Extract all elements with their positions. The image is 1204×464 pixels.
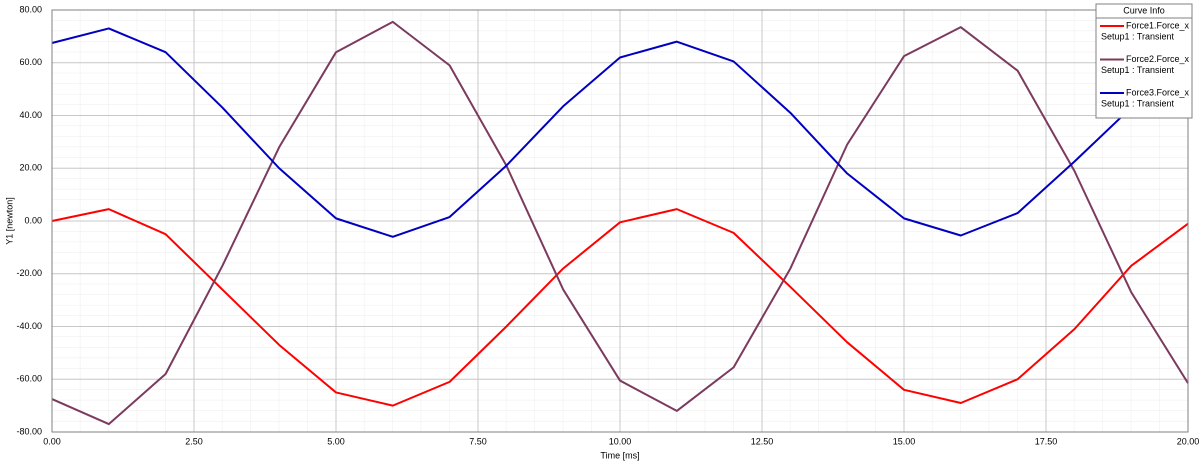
legend-label: Force2.Force_x	[1126, 54, 1190, 64]
legend-box	[1095, 3, 1193, 119]
x-axis-title: Time [ms]	[600, 450, 639, 460]
y-tick-label: 20.00	[19, 163, 42, 173]
plot-border	[51, 9, 1189, 433]
x-tick-label: 2.50	[185, 436, 203, 446]
x-tick-label: 17.50	[1035, 436, 1058, 446]
lines	[51, 20, 1189, 426]
legend-sublabel: Setup1 : Transient	[1101, 65, 1175, 75]
y-axis-title: Y1 [newton]	[4, 197, 14, 245]
y-tick-label: -40.00	[16, 321, 42, 331]
legend-sublabel: Setup1 : Transient	[1101, 98, 1175, 108]
legend-label: Force3.Force_x	[1126, 87, 1190, 97]
legend-sublabel: Setup1 : Transient	[1101, 31, 1175, 41]
x-tick-label: 7.50	[469, 436, 487, 446]
y-tick-label: 40.00	[19, 110, 42, 120]
x-tick-label: 20.00	[1177, 436, 1200, 446]
series-line	[51, 20, 1189, 426]
x-tick-label: 12.50	[751, 436, 774, 446]
x-tick-label: 15.00	[893, 436, 916, 446]
y-tick-label: -60.00	[16, 374, 42, 384]
x-tick-label: 10.00	[609, 436, 632, 446]
y-tick-label: -80.00	[16, 426, 42, 436]
y-tick-label: 60.00	[19, 57, 42, 67]
x-tick-label: 5.00	[327, 436, 345, 446]
y-tick-label: 80.00	[19, 4, 42, 14]
legend-title: Curve Info	[1123, 5, 1165, 15]
series-line	[51, 208, 1189, 407]
y-tick-label: -20.00	[16, 268, 42, 278]
legend-label: Force1.Force_x	[1126, 20, 1190, 30]
y-tick-label: 0.00	[24, 215, 42, 225]
grid	[51, 9, 1189, 433]
x-tick-label: 0.00	[43, 436, 61, 446]
series-line	[51, 27, 1189, 238]
